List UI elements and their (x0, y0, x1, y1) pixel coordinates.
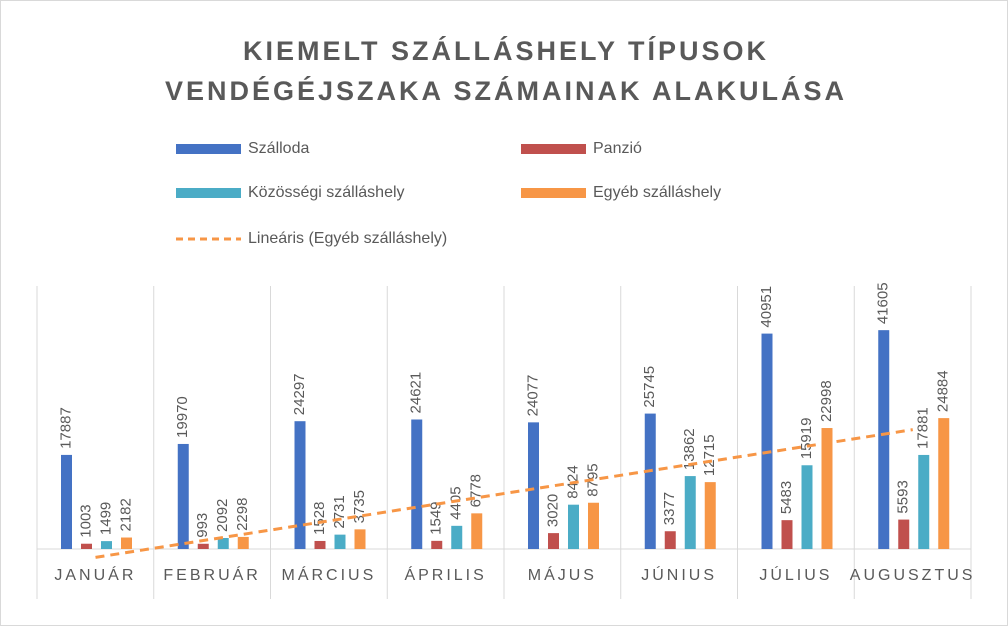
bar (294, 421, 306, 549)
value-label: 6778 (468, 474, 485, 507)
bar (781, 520, 793, 549)
legend-label: Panzió (593, 140, 642, 157)
value-label: 17881 (915, 407, 932, 449)
bar (684, 476, 696, 549)
bar (821, 428, 833, 549)
bar (121, 537, 132, 549)
legend-label: Szálloda (248, 140, 309, 157)
bar (801, 465, 813, 549)
value-label: 25745 (641, 366, 658, 408)
value-label: 13862 (681, 428, 698, 470)
value-label: 24077 (524, 375, 541, 417)
bar (354, 529, 366, 549)
bar (548, 533, 559, 549)
value-label: 2092 (214, 499, 231, 532)
legend-label: Lineáris (Egyéb szálláshely) (248, 230, 447, 247)
value-label: 24884 (935, 370, 952, 412)
bar (451, 525, 463, 549)
x-tick-label: JÚLIUS (759, 565, 832, 584)
value-label: 2182 (117, 498, 134, 531)
x-tick-label: MÁRCIUS (281, 565, 376, 584)
value-label: 2298 (234, 498, 251, 531)
bar (177, 443, 189, 549)
bar (898, 519, 910, 549)
value-label: 24621 (408, 372, 425, 414)
bar (471, 513, 483, 549)
value-label: 24297 (291, 373, 308, 415)
x-tick-label: JANUÁR (54, 565, 136, 584)
value-label: 1499 (97, 502, 114, 535)
value-label: 4405 (448, 486, 465, 519)
bar (704, 482, 716, 549)
x-tick-label: ÁPRILIS (404, 565, 486, 584)
bar (918, 454, 930, 549)
bar (568, 504, 579, 549)
legend-swatch (521, 144, 586, 154)
bar (61, 454, 72, 549)
bar (528, 422, 539, 549)
bar (411, 419, 423, 549)
legend-label: Egyéb szálláshely (593, 184, 721, 201)
bar (101, 541, 112, 549)
bar (431, 540, 443, 549)
bar (217, 537, 229, 549)
value-label: 993 (194, 513, 211, 538)
value-label: 3020 (544, 494, 561, 527)
x-tick-label: JÚNIUS (641, 565, 717, 584)
value-label: 22998 (818, 380, 835, 422)
legend-swatch (521, 188, 586, 198)
bar (314, 540, 326, 549)
bar (664, 531, 676, 549)
bar (878, 330, 890, 549)
bar (644, 413, 656, 549)
x-tick-label: FEBRUÁR (163, 565, 260, 584)
bar (197, 543, 209, 549)
value-label: 1528 (311, 502, 328, 535)
value-label: 15919 (798, 418, 815, 460)
bar (334, 534, 346, 549)
value-label: 41605 (875, 282, 892, 324)
chart-title: KIEMELT SZÁLLÁSHELY TÍPUSOK VENDÉGÉJSZAK… (164, 36, 848, 106)
bar (588, 502, 599, 549)
x-tick-label: MÁJUS (528, 565, 597, 584)
bar (938, 418, 950, 549)
value-label: 1549 (428, 501, 445, 534)
value-label: 1003 (77, 504, 94, 537)
trendline (95, 428, 913, 559)
legend-swatch (176, 144, 241, 154)
bar (81, 543, 92, 549)
value-label: 2731 (331, 495, 348, 528)
legend-label: Közösségi szálláshely (248, 184, 405, 201)
bar (237, 536, 249, 549)
x-tick-label: AUGUSZTUS (850, 567, 976, 584)
value-label: 40951 (758, 286, 775, 328)
value-label: 3377 (661, 492, 678, 525)
legend-swatch (176, 188, 241, 198)
value-label: 12715 (701, 434, 718, 476)
value-label: 5593 (895, 480, 912, 513)
value-label: 19970 (174, 396, 191, 438)
value-label: 5483 (778, 481, 795, 514)
bar (761, 333, 773, 549)
value-label: 17887 (57, 407, 74, 449)
